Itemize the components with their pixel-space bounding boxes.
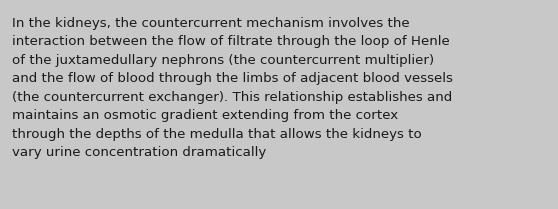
Text: In the kidneys, the countercurrent mechanism involves the
interaction between th: In the kidneys, the countercurrent mecha…: [12, 17, 453, 159]
